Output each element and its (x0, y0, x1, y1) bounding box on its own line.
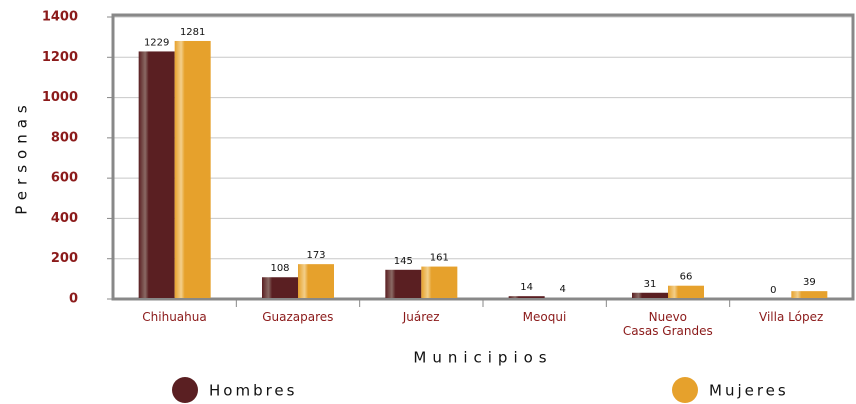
value-label: 108 (270, 263, 289, 274)
legend-label: Mujeres (709, 382, 789, 400)
value-label: 145 (394, 256, 413, 267)
bar (791, 291, 828, 299)
y-tick-label: 1000 (42, 90, 78, 105)
bar (138, 51, 175, 299)
bar (508, 296, 545, 299)
value-label: 66 (680, 272, 693, 283)
value-label: 14 (520, 282, 533, 293)
bar (298, 264, 334, 299)
value-label: 4 (559, 284, 565, 295)
bar (262, 277, 298, 299)
y-axis-label: Personas (13, 99, 31, 214)
y-tick-label: 600 (51, 171, 78, 186)
bar (385, 269, 422, 299)
value-label: 31 (644, 279, 657, 290)
legend-swatch (672, 377, 698, 403)
y-tick-label: 1400 (42, 10, 78, 25)
bar (632, 292, 668, 299)
x-tick-label: Chihuahua (142, 310, 207, 324)
value-label: 0 (770, 285, 776, 296)
x-tick-label: Juárez (402, 310, 440, 324)
y-tick-label: 800 (51, 130, 78, 145)
y-tick-label: 400 (51, 211, 78, 226)
value-label: 1281 (180, 27, 205, 38)
x-axis-label: Municipios (413, 349, 552, 367)
y-tick-label: 1200 (42, 50, 78, 65)
value-label: 1229 (144, 37, 169, 48)
bar (174, 40, 211, 299)
y-tick-label: 0 (69, 292, 78, 307)
bar (421, 266, 458, 299)
value-label: 161 (430, 253, 449, 264)
legend-swatch (172, 377, 198, 403)
x-tick-label: Nuevo Casas Grandes (622, 310, 713, 338)
y-tick-label: 200 (51, 251, 78, 266)
bar (668, 285, 704, 299)
value-label: 173 (306, 250, 325, 261)
legend-label: Hombres (209, 382, 297, 400)
x-tick-label: Villa López (759, 310, 824, 324)
x-tick-label: Meoqui (522, 310, 567, 324)
value-label: 39 (803, 277, 816, 288)
x-tick-label: Guazapares (262, 310, 334, 324)
